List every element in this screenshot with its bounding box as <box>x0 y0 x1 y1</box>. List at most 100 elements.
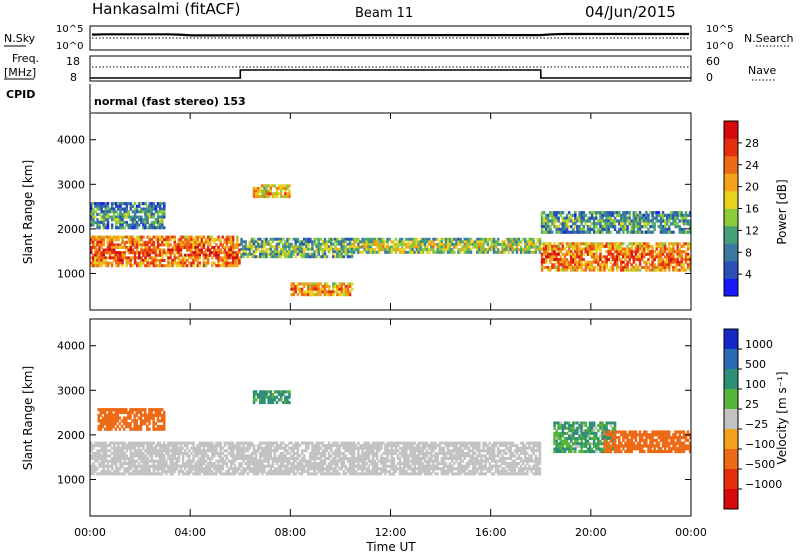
heatmap-cell <box>678 213 681 217</box>
heatmap-cell <box>651 211 654 215</box>
heatmap-cell <box>282 184 285 188</box>
heatmap-cell <box>332 472 335 476</box>
heatmap-cell <box>590 222 594 226</box>
heatmap-cell <box>647 258 650 262</box>
heatmap-cell <box>530 250 533 254</box>
heatmap-cell <box>348 459 352 463</box>
heatmap-cell <box>223 261 227 265</box>
heatmap-cell <box>442 459 446 463</box>
heatmap-cell <box>432 245 435 249</box>
heatmap-cell <box>375 454 379 458</box>
heatmap-cell <box>613 225 617 229</box>
heatmap-cell <box>127 467 131 471</box>
heatmap-cell <box>225 256 229 260</box>
heatmap-cell <box>417 441 421 445</box>
heatmap-cell <box>565 213 569 217</box>
heatmap-cell <box>369 444 373 448</box>
heatmap-cell <box>186 454 189 458</box>
heatmap-cell <box>446 248 450 252</box>
heatmap-cell <box>580 213 583 217</box>
heatmap-cell <box>459 237 462 241</box>
heatmap-cell <box>208 449 212 453</box>
heatmap-cell <box>666 227 669 231</box>
heatmap-cell <box>622 242 625 246</box>
heatmap-cell <box>290 467 293 471</box>
heatmap-cell <box>655 211 658 215</box>
heatmap-cell <box>119 441 122 445</box>
heatmap-cell <box>459 243 462 246</box>
heatmap-cell <box>190 462 193 466</box>
heatmap-cell <box>371 441 375 445</box>
heatmap-cell <box>113 469 116 473</box>
heatmap-cell <box>503 250 506 254</box>
heatmap-cell <box>261 467 264 471</box>
heatmap-cell <box>92 454 95 458</box>
heatmap-cell <box>407 245 410 249</box>
heatmap-cell <box>192 467 195 471</box>
heatmap-cell <box>330 462 333 466</box>
heatmap-cell <box>634 250 638 254</box>
heatmap-cell <box>340 240 343 244</box>
heatmap-cell <box>213 251 216 255</box>
heatmap-cell <box>342 237 345 241</box>
heatmap-cell <box>298 250 302 254</box>
heatmap-cell <box>123 459 126 463</box>
heatmap-cell <box>601 244 604 248</box>
heatmap-cell <box>263 449 266 453</box>
heatmap-cell <box>557 230 560 234</box>
heatmap-cell <box>275 441 279 445</box>
heatmap-cell <box>599 268 602 272</box>
heatmap-cell <box>234 251 237 255</box>
heatmap-cell <box>234 446 237 450</box>
heatmap-cell <box>113 457 116 460</box>
noise-right-tick-high: 10^5 <box>706 24 733 35</box>
heatmap-cell <box>204 248 208 252</box>
heatmap-cell <box>275 457 279 460</box>
heatmap-cell <box>92 223 95 227</box>
heatmap-cell <box>357 237 360 241</box>
heatmap-cell <box>419 472 423 476</box>
heatmap-cell <box>348 293 352 297</box>
heatmap-cell <box>622 211 625 215</box>
heatmap-cell <box>542 250 546 254</box>
heatmap-cell <box>198 253 201 257</box>
heatmap-cell <box>183 243 187 247</box>
heatmap-cell <box>100 259 103 262</box>
heatmap-cell <box>340 462 343 466</box>
heatmap-cell <box>415 248 418 252</box>
heatmap-cell <box>482 449 485 453</box>
heatmap-cell <box>142 462 145 466</box>
heatmap-cell <box>290 441 293 445</box>
heatmap-cell <box>363 451 366 455</box>
heatmap-cell <box>152 446 156 450</box>
heatmap-cell <box>467 243 471 246</box>
heatmap-cell <box>292 454 295 458</box>
heatmap-cell <box>194 253 197 257</box>
heatmap-cell <box>680 216 684 220</box>
heatmap-cell <box>436 457 439 460</box>
heatmap-cell <box>311 441 314 445</box>
heatmap-cell <box>148 264 151 268</box>
heatmap-cell <box>668 216 671 220</box>
heatmap-cell <box>630 230 633 234</box>
heatmap-cell <box>338 449 341 453</box>
heatmap-cell <box>92 218 95 222</box>
heatmap-cell <box>148 238 151 242</box>
heatmap-cell <box>538 243 542 246</box>
heatmap-cell <box>330 245 333 249</box>
heatmap-cell <box>196 462 199 466</box>
heatmap-cell <box>190 253 193 257</box>
heatmap-cell <box>476 250 479 254</box>
heatmap-cell <box>350 252 354 256</box>
heatmap-cell <box>592 242 596 246</box>
heatmap-cell <box>156 462 160 466</box>
heatmap-cell <box>190 261 193 265</box>
heatmap-cell <box>467 451 471 455</box>
heatmap-cell <box>252 237 256 241</box>
heatmap-cell <box>672 219 675 223</box>
heatmap-cell <box>121 261 124 265</box>
heatmap-cell <box>304 464 308 468</box>
heatmap-cell <box>273 184 277 188</box>
heatmap-cell <box>584 244 588 248</box>
heatmap-cell <box>104 226 108 230</box>
